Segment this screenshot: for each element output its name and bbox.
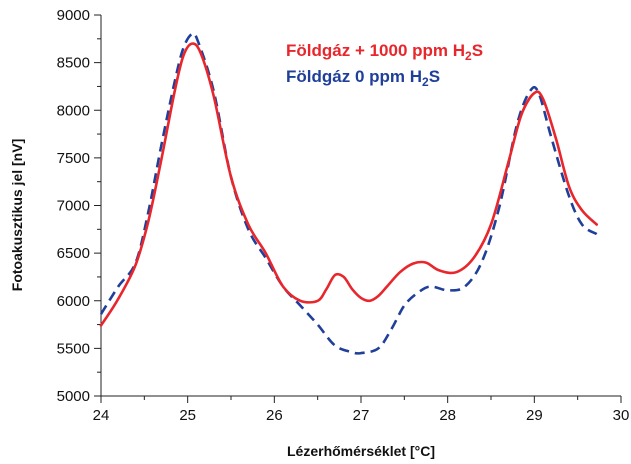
y-tick-label: 9000: [57, 7, 90, 24]
legend-entry: Földgáz 0 ppm H2S: [286, 67, 440, 89]
x-tick-label: 29: [526, 407, 543, 424]
legend: Földgáz + 1000 ppm H2S Földgáz 0 ppm H2S: [286, 41, 483, 89]
x-tick-label: 24: [93, 407, 110, 424]
x-tick-label: 26: [266, 407, 283, 424]
series-layer: [99, 32, 598, 355]
y-tick-label: 7000: [57, 198, 90, 215]
y-tick-label: 5500: [57, 340, 90, 357]
axes: 5000 5500 6000 6500 7000 7500 8000 8500 9000 24 25…: [57, 7, 630, 424]
legend-entry: Földgáz + 1000 ppm H2S: [286, 41, 483, 63]
y-tick-label: 8500: [57, 55, 90, 72]
y-tick-label: 8000: [57, 102, 90, 119]
y-axis-title: Fotoakusztikus jel [nV]: [9, 139, 25, 291]
x-tick-label: 27: [353, 407, 370, 424]
x-axis-title: Lézerhőmérséklet [°C]: [287, 443, 435, 459]
y-tick-label: 6500: [57, 245, 90, 262]
y-tick-label: 5000: [57, 388, 90, 405]
x-tick-label: 30: [613, 407, 630, 424]
series-line-1000ppm: [99, 42, 598, 327]
series-line-0ppm: [99, 32, 598, 355]
x-tick-label: 25: [179, 407, 196, 424]
x-tick-label: 28: [439, 407, 456, 424]
y-tick-label: 7500: [57, 150, 90, 167]
y-tick-label: 6000: [57, 293, 90, 310]
